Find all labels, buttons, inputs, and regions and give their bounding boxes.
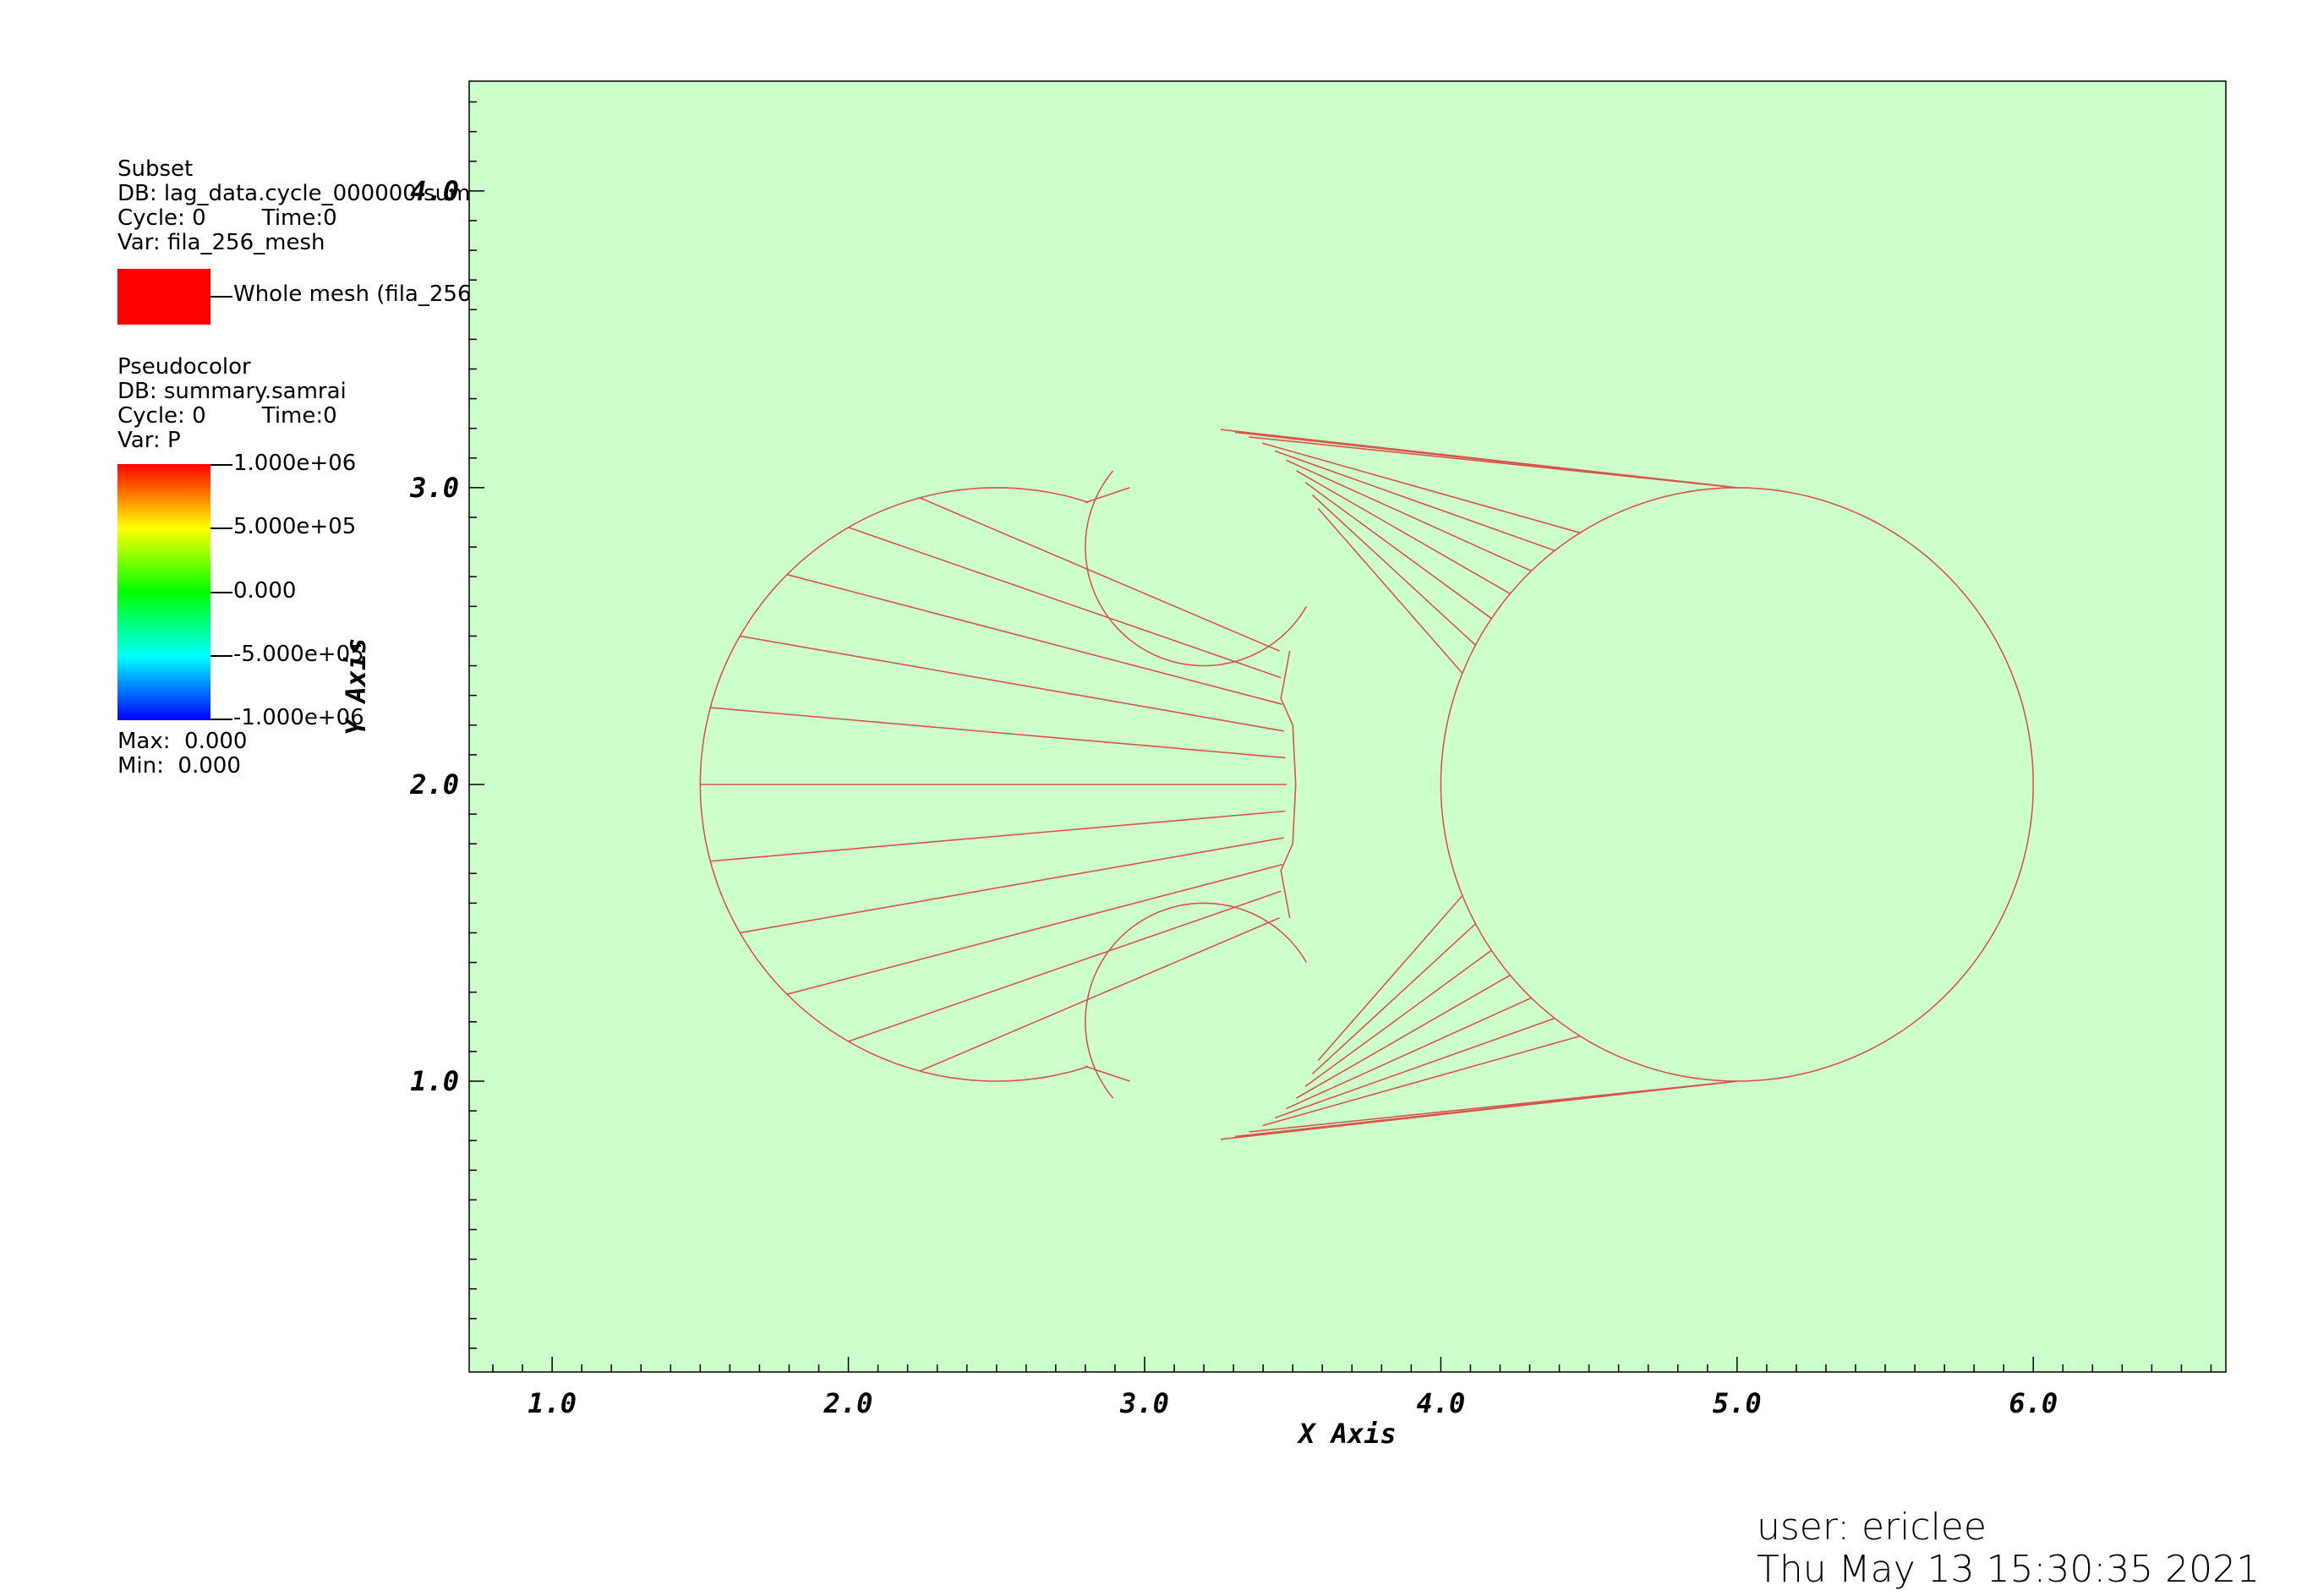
taper-spoke-top (1274, 450, 1555, 552)
pc-title: Pseudocolor (118, 354, 251, 380)
pc-cycle-time: Cycle: 0 Time:0 (118, 404, 347, 429)
colorbar-label-neg-half: -5.000e+05 (233, 642, 364, 667)
user-name: user: ericlee (1757, 1506, 1987, 1549)
subset-time: Time:0 (261, 205, 337, 231)
colorbar-label-zero: 0.000 (233, 578, 297, 604)
taper-spoke-bottom (1304, 949, 1492, 1087)
taper-spoke-bottom (1311, 923, 1476, 1074)
colorbar-tick (210, 719, 232, 720)
x-tick-label: 1.0 (528, 1387, 577, 1419)
taper-spoke-top (1262, 442, 1581, 534)
bottom-bump-arc (1085, 902, 1308, 1099)
x-tick-label: 5.0 (1713, 1387, 1762, 1419)
subset-cycle: Cycle: 0 (118, 205, 206, 231)
taper-spoke-bottom (1274, 1017, 1555, 1119)
x-tick-label: 4.0 (1416, 1387, 1465, 1419)
fila-spoke (919, 917, 1280, 1072)
fila-spoke (740, 635, 1284, 732)
subset-cycle-time: Cycle: 0 Time:0 (118, 206, 568, 231)
taper-spoke-bottom (1249, 1080, 1737, 1133)
colorbar-tick (210, 655, 232, 657)
taper-spoke-top (1311, 495, 1476, 646)
left-join-top-2 (1085, 487, 1130, 504)
swatch-tick (210, 296, 232, 298)
taper-spoke-top (1249, 436, 1737, 489)
user-info: user: ericlee Thu May 13 15:30:35 2021 (1757, 1506, 2260, 1591)
whole-mesh-swatch (118, 269, 210, 325)
pc-db: DB: summary.samrai (118, 379, 347, 404)
taper-spoke-bottom (1286, 997, 1532, 1110)
axis-layer: 1.0 2.0 3.0 4.0 5.0 6.0 1.0 2.0 3.0 4.0 (409, 101, 2212, 1419)
pseudocolor-legend: Pseudocolor DB: summary.samrai Cycle: 0 … (118, 355, 347, 453)
colorbar-tick (210, 527, 232, 529)
x-tick-label: 3.0 (1119, 1387, 1169, 1419)
y-tick-label: 2.0 (409, 768, 459, 801)
taper-spoke-bottom (1317, 894, 1463, 1062)
y-tick-label: 3.0 (409, 472, 459, 504)
fila-spoke (740, 837, 1284, 934)
colorbar-tick (210, 592, 232, 593)
y-tick-label: 4.0 (410, 175, 459, 207)
fila-spoke (848, 890, 1282, 1042)
colorbar-label-half: 5.000e+05 (233, 514, 357, 539)
subset-title: Subset (118, 156, 194, 182)
y-tick-label: 1.0 (410, 1065, 459, 1097)
pc-time: Time:0 (261, 403, 337, 429)
plot-background (468, 80, 2227, 1373)
fila-spoke (786, 573, 1283, 705)
left-join-bottom-2 (1085, 1065, 1130, 1082)
colorbar-tick (210, 464, 232, 466)
inner-boundary (1280, 650, 1297, 919)
colorbar (118, 464, 210, 720)
taper-spoke-bottom (1296, 974, 1511, 1099)
colorbar-label-min: -1.000e+06 (233, 705, 364, 730)
pc-var: Var: P (118, 428, 181, 453)
colorbar-label-max: 1.000e+06 (233, 451, 357, 476)
top-bump-arc (1085, 470, 1308, 667)
taper-spoke-top (1296, 470, 1511, 594)
fila-spoke (919, 497, 1280, 652)
taper-spoke-bottom (1262, 1035, 1581, 1127)
taper-spoke-top (1286, 459, 1532, 572)
timestamp: Thu May 13 15:30:35 2021 (1757, 1548, 2261, 1591)
x-tick-label: 2.0 (823, 1387, 873, 1419)
fila-spoke (848, 527, 1282, 679)
taper-spoke-top (1304, 481, 1492, 620)
max-value: Max: 0.000 (118, 729, 248, 754)
y-axis-label: Y Axis (340, 637, 372, 735)
taper-spoke-top (1317, 507, 1463, 675)
pc-cycle: Cycle: 0 (118, 403, 206, 429)
right-circle (1440, 487, 2034, 1082)
fila-spoke (710, 707, 1286, 759)
mesh-layer (699, 429, 2034, 1140)
x-tick-label: 6.0 (2009, 1387, 2058, 1419)
min-value: Min: 0.000 (118, 753, 241, 779)
x-axis-label: X Axis (1296, 1418, 1397, 1450)
fila-spoke (786, 863, 1283, 995)
fila-spoke (710, 810, 1286, 862)
subset-var: Var: fila_256_mesh (118, 230, 325, 255)
